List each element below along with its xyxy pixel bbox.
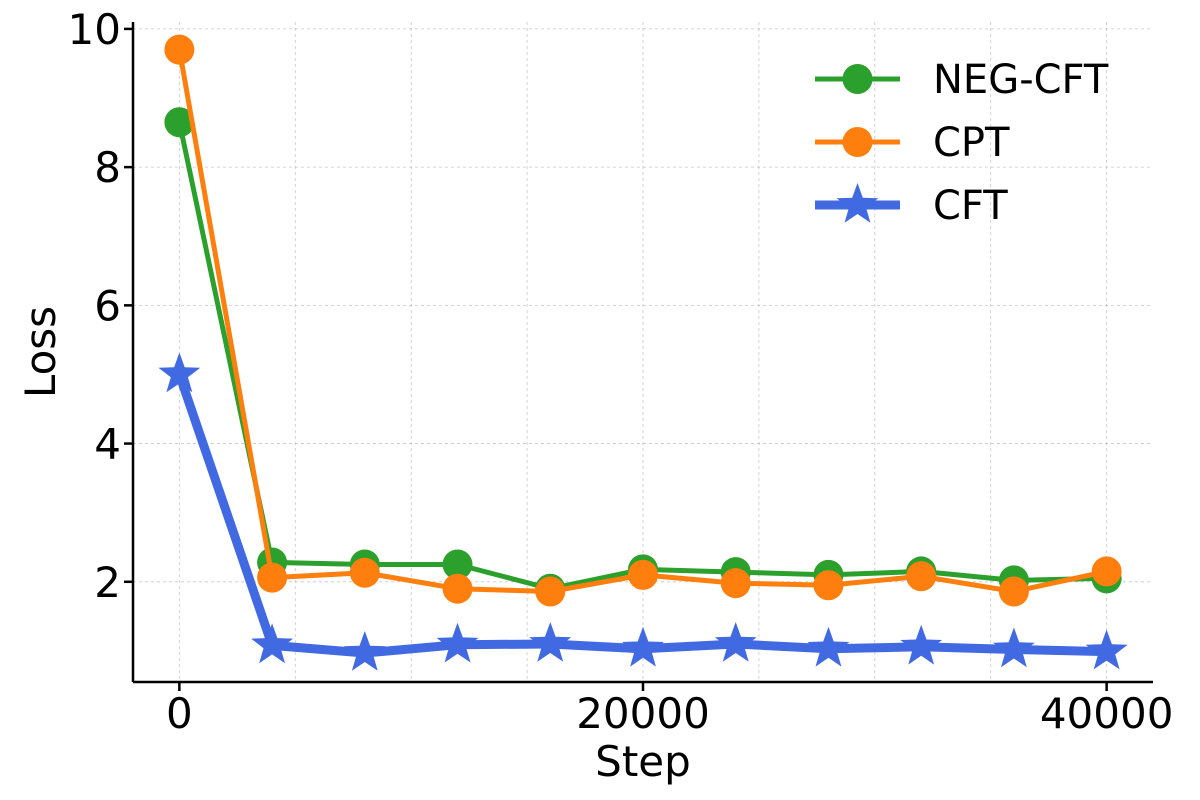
data-point-star	[251, 623, 293, 664]
series-cpt	[164, 34, 1122, 607]
data-point-star	[1085, 629, 1128, 670]
data-point	[720, 568, 751, 599]
y-axis-title: Loss	[16, 306, 65, 398]
x-tick-label: 20000	[576, 689, 710, 738]
data-point	[813, 570, 844, 601]
series-cft	[158, 352, 1128, 671]
y-tick-label: 8	[94, 143, 121, 192]
legend-marker	[842, 64, 873, 94]
data-point	[257, 562, 288, 593]
data-point-star	[993, 627, 1035, 668]
legend: NEG-CFT CPT CFT	[815, 57, 1109, 229]
y-tick-label: 6	[94, 281, 121, 330]
data-point	[998, 576, 1029, 607]
legend-star-marker	[836, 183, 879, 223]
data-point-star	[343, 631, 386, 671]
data-point	[628, 559, 658, 590]
legend-entry-cft: CFT	[815, 183, 1008, 229]
legend-marker	[842, 127, 873, 157]
legend-entry-neg-cft: NEG-CFT	[815, 57, 1109, 103]
data-point	[164, 34, 195, 65]
data-point	[442, 573, 473, 604]
data-point	[349, 557, 380, 588]
y-tick-label: 4	[94, 420, 121, 469]
x-axis-title: Step	[595, 737, 691, 786]
data-point	[164, 107, 195, 138]
y-tick-label: 2	[94, 558, 121, 607]
data-point-star	[158, 352, 201, 393]
x-tick-label: 40000	[1040, 689, 1174, 738]
data-point	[906, 561, 937, 592]
data-point	[1091, 556, 1122, 587]
data-point-star	[436, 622, 479, 663]
plot-series	[158, 34, 1128, 671]
data-point-star	[900, 624, 943, 665]
data-point-star	[714, 622, 757, 662]
data-point	[442, 549, 473, 580]
legend-entry-cpt: CPT	[815, 120, 1010, 166]
legend-label: NEG-CFT	[933, 57, 1109, 103]
data-point-star	[622, 626, 664, 667]
series-neg-cft	[164, 107, 1122, 604]
x-tick-label: 0	[166, 689, 193, 738]
data-point-star	[529, 622, 572, 662]
legend-label: CPT	[933, 120, 1010, 166]
y-tick-label: 10	[68, 5, 121, 54]
axes: 0 20000 40000 2 4 6 8 10	[68, 5, 1174, 738]
legend-label: CFT	[933, 183, 1008, 229]
data-point-star	[807, 626, 850, 667]
data-point	[535, 576, 566, 607]
